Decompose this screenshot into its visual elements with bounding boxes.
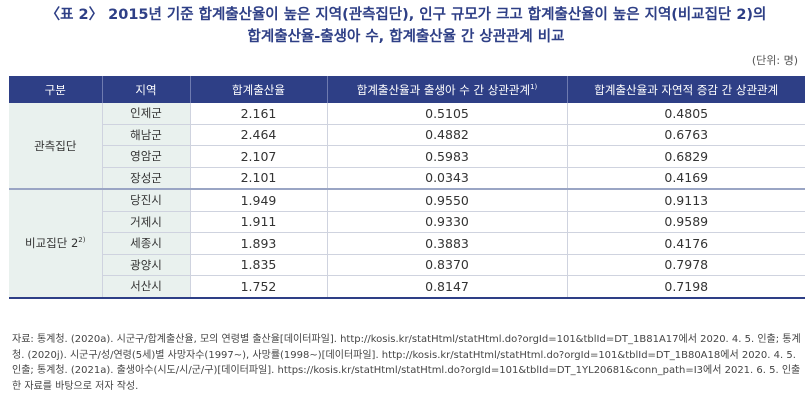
corr-natural-cell: 0.4169 [566,167,805,190]
table-header-row: 구분 지역 합계출산율 합계출산율과 출생아 수 간 상관관계1) 합계출산율과… [9,76,805,103]
corr-natural-cell: 0.4176 [566,232,805,255]
region-cell: 광양시 [101,254,190,276]
group-label-cell: 비교집단 22) [9,189,102,299]
table-title: 〈표 2〉 2015년 기준 합계출산율이 높은 지역(관측집단), 인구 규모… [0,0,812,48]
header-footnote-marker: 1) [530,82,538,91]
group-label-cell: 관측집단 [9,103,102,190]
corr-births-cell: 0.8147 [326,275,567,299]
corr-births-cell: 0.0343 [326,167,567,190]
table-row: 해남군 2.464 0.4882 0.6763 [9,124,805,146]
corr-births-cell: 0.9550 [326,189,567,212]
corr-births-cell: 0.8370 [326,254,567,276]
table-row: 세종시 1.893 0.3883 0.4176 [9,232,805,255]
group-label: 관측집단 [34,138,77,153]
group-label: 비교집단 2 [25,236,79,251]
header-group: 구분 [9,76,102,103]
region-cell: 서산시 [101,275,190,299]
table-row: 서산시 1.752 0.8147 0.7198 [9,275,805,299]
corr-births-cell: 0.5983 [326,145,567,168]
corr-natural-cell: 0.7198 [566,275,805,299]
header-corr-births-text: 합계출산율과 출생아 수 간 상관관계 [356,82,531,97]
table-row: 장성군 2.101 0.0343 0.4169 [9,167,805,190]
tfr-cell: 1.911 [189,211,327,233]
unit-label: (단위: 명) [751,54,798,67]
corr-natural-cell: 0.6829 [566,145,805,168]
tfr-cell: 1.835 [189,254,327,276]
title-line-2: 합계출산율-출생아 수, 합계출산율 간 상관관계 비교 [247,29,565,45]
corr-natural-cell: 0.6763 [566,124,805,146]
header-corr-natural: 합계출산율과 자연적 증감 간 상관관계 [566,76,805,103]
tfr-cell: 2.101 [189,167,327,190]
corr-births-cell: 0.4882 [326,124,567,146]
region-cell: 인제군 [101,103,190,125]
table-row: 관측집단 인제군 2.161 0.5105 0.4805 [9,103,805,190]
corr-natural-cell: 0.7978 [566,254,805,276]
correlation-table: 구분 지역 합계출산율 합계출산율과 출생아 수 간 상관관계1) 합계출산율과… [9,76,805,299]
region-cell: 당진시 [101,189,190,212]
header-corr-births: 합계출산율과 출생아 수 간 상관관계1) [326,76,567,103]
table-row: 영암군 2.107 0.5983 0.6829 [9,145,805,168]
table-row: 거제시 1.911 0.9330 0.9589 [9,211,805,233]
corr-natural-cell: 0.9589 [566,211,805,233]
corr-births-cell: 0.5105 [326,103,567,125]
header-tfr: 합계출산율 [189,76,327,103]
corr-births-cell: 0.9330 [326,211,567,233]
corr-births-cell: 0.3883 [326,232,567,255]
region-cell: 거제시 [101,211,190,233]
corr-natural-cell: 0.9113 [566,189,805,212]
group-footnote-marker: 2) [78,236,86,245]
tfr-cell: 2.107 [189,145,327,168]
tfr-cell: 1.893 [189,232,327,255]
table-body: 관측집단 인제군 2.161 0.5105 0.4805 해남군 2.464 0.4882 0.… [9,103,805,299]
title-line-1: 〈표 2〉 2015년 기준 합계출산율이 높은 지역(관측집단), 인구 규모… [45,7,767,23]
tfr-cell: 1.949 [189,189,327,212]
region-cell: 해남군 [101,124,190,146]
header-region: 지역 [101,76,190,103]
region-cell: 영암군 [101,145,190,168]
corr-natural-cell: 0.4805 [566,103,805,125]
tfr-cell: 2.464 [189,124,327,146]
region-cell: 장성군 [101,167,190,190]
table-row: 비교집단 22) 당진시 1.949 0.9550 0.9113 [9,189,805,299]
tfr-cell: 1.752 [189,275,327,299]
tfr-cell: 2.161 [189,103,327,125]
region-cell: 세종시 [101,232,190,255]
table-row: 광양시 1.835 0.8370 0.7978 [9,254,805,276]
source-note: 자료: 통계청. (2020a). 시군구/합계출산율, 모의 연령별 출산율[… [12,334,801,392]
